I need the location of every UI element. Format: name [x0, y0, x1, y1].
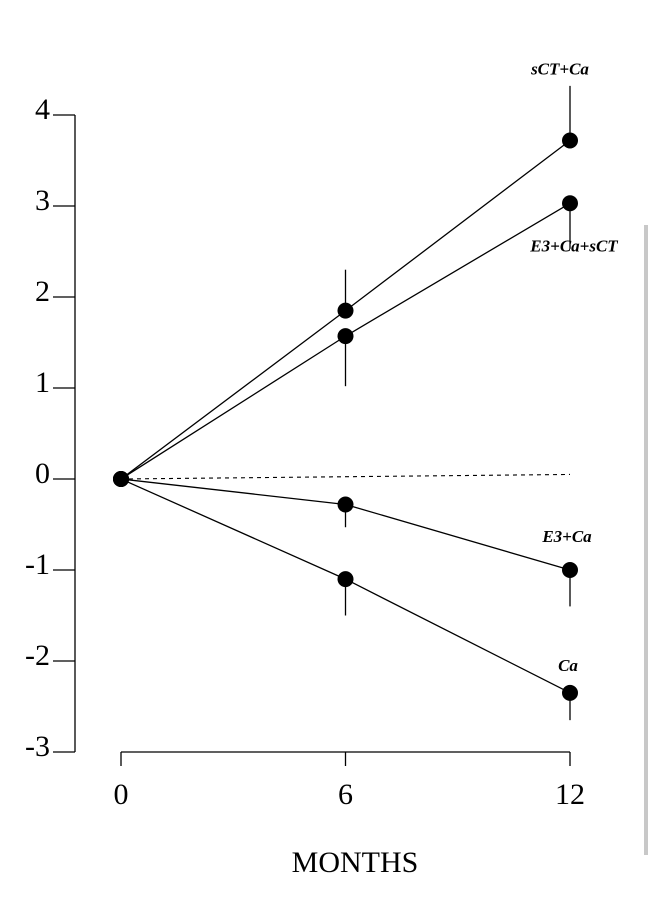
series-label: Ca — [558, 656, 578, 675]
data-point — [337, 496, 354, 513]
series-e3-ca: E3+Ca — [113, 471, 592, 607]
data-point — [337, 328, 354, 345]
series-label: E3+Ca — [541, 527, 592, 546]
y-tick-label: 0 — [35, 457, 50, 490]
series-sct-ca: sCT+Ca — [113, 59, 589, 487]
y-tick-label: -2 — [25, 639, 50, 672]
y-tick-label: -3 — [25, 730, 50, 763]
y-tick-label: -1 — [25, 548, 50, 581]
data-point — [562, 562, 578, 578]
x-tick-label: 6 — [338, 778, 353, 811]
data-point — [562, 684, 578, 701]
x-axis-ticks: 0 6 12 — [114, 752, 585, 811]
y-tick-label: 1 — [35, 366, 50, 399]
y-tick-label: 3 — [35, 184, 50, 217]
y-tick-label: 4 — [35, 93, 50, 126]
x-tick-label: 0 — [114, 778, 129, 811]
data-point — [562, 195, 578, 212]
scan-edge-artifact — [644, 225, 648, 855]
data-point — [113, 471, 129, 487]
data-point — [562, 132, 578, 149]
data-point — [337, 571, 354, 588]
y-axis-ticks: 4 3 2 1 0 -1 -2 -3 — [25, 93, 75, 763]
x-axis-title: MONTHS — [292, 846, 419, 879]
zero-reference — [120, 473, 571, 480]
x-tick-label: 12 — [555, 778, 585, 811]
series-group: sCT+Ca E3+Ca+sCT E3+Ca Ca — [113, 59, 618, 721]
y-tick-label: 2 — [35, 275, 50, 308]
series-e3-ca-sct: E3+Ca+sCT — [113, 195, 618, 487]
axes — [74, 115, 570, 753]
data-point — [337, 302, 354, 319]
series-label: sCT+Ca — [530, 59, 589, 78]
series-ca: Ca — [113, 471, 578, 721]
series-label: E3+Ca+sCT — [529, 236, 618, 255]
zero-reference-line — [120, 473, 571, 480]
